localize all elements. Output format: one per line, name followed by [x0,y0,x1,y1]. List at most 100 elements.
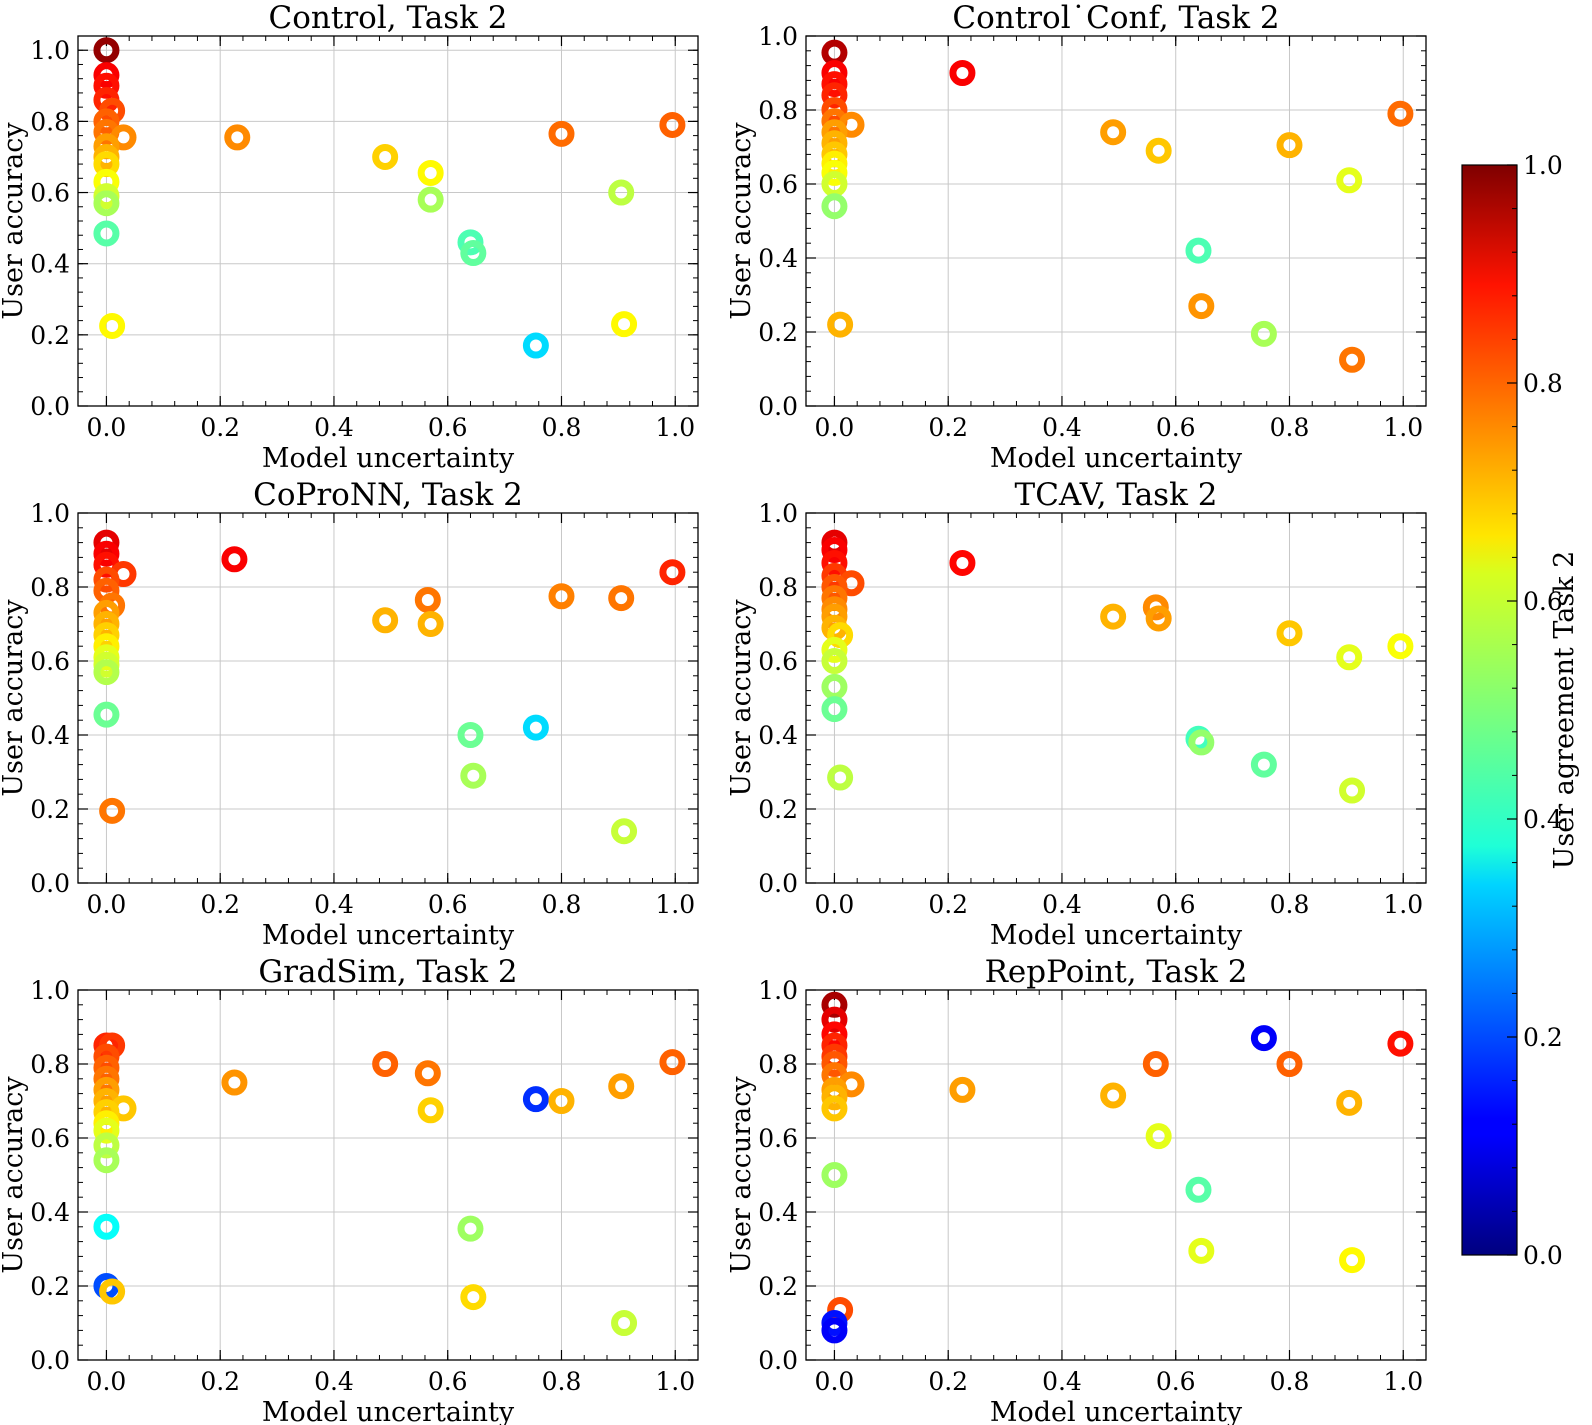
colorbar-tick-label: 0.2 [1523,1023,1563,1052]
y-tick-label: 0.6 [30,647,70,676]
data-point [608,585,635,612]
data-point [93,1132,120,1159]
x-tick-label: 0.4 [1042,1367,1082,1396]
colorbar-tick-label: 0.4 [1523,805,1563,834]
colorbar-tick-label: 0.8 [1523,369,1563,398]
data-point [821,1051,848,1077]
grid [78,989,698,1361]
y-tick-label: 0.2 [30,1272,70,1301]
data-point [821,648,848,674]
subplot-title: RepPoint, Task 2 [985,954,1248,990]
data-point [1100,603,1127,630]
data-point [93,701,120,728]
data-point [608,1073,635,1100]
data-point [949,60,976,86]
axes-frame [77,512,699,884]
data-point [821,82,848,109]
y-tick-label: 0.0 [30,869,70,898]
minor-ticks [78,512,698,884]
data-point [93,62,120,89]
x-tick-label: 0.4 [1042,413,1082,442]
y-tick-label: 1.0 [30,976,70,1005]
data-point [821,1084,848,1111]
subplot-title: GradSim, Task 2 [258,954,517,990]
data-point [93,220,120,247]
data-point [1188,729,1215,756]
grid [78,512,698,884]
x-axis-label: Model uncertainty [990,1397,1243,1425]
data-point [1250,320,1277,347]
data-point [93,108,120,135]
data-point [608,179,635,206]
y-axis-label: User accuracy [726,599,757,797]
y-tick-label: 0.0 [30,1346,70,1375]
data-point [1250,751,1277,778]
data-point [1336,167,1363,194]
x-tick-label: 0.6 [428,413,468,442]
scatter-points [93,1032,686,1336]
data-point [93,1147,120,1174]
minor-ticks [806,512,1426,884]
grid [806,512,1426,884]
y-tick-label: 0.4 [30,1198,70,1227]
subplot-3: 0.0 0.2 0.4 0.6 0.8 1.0 0.0 0.2 0.4 0.6 0.8 1.0 CoPr… [0,477,699,951]
data-point [1336,644,1363,671]
data-point [1336,1089,1363,1116]
data-point [372,1051,399,1077]
data-point [611,1310,638,1336]
data-point [417,611,444,637]
data-point [659,1049,686,1076]
y-tick-label: 0.6 [30,179,70,208]
data-point [414,586,441,613]
y-tick-label: 0.4 [758,244,798,273]
subplot-4: 0.0 0.2 0.4 0.6 0.8 1.0 0.0 0.2 0.4 0.6 0.8 1.0 TCAV… [726,477,1427,951]
colorbar-tick-label: 0.6 [1523,587,1563,616]
x-tick-label: 0.0 [87,1367,127,1396]
y-tick-label: 0.8 [758,1050,798,1079]
scatter-points [821,991,1414,1344]
y-tick-label: 1.0 [30,36,70,65]
x-tick-label: 0.2 [928,1367,968,1396]
subplot-1: 0.0 0.2 0.4 0.6 0.8 1.0 0.0 0.2 0.4 0.6 0.8 1.0 Cont… [0,0,699,474]
x-tick-label: 1.0 [1383,413,1423,442]
y-tick-label: 1.0 [758,22,798,51]
y-tick-label: 0.8 [30,573,70,602]
x-tick-label: 0.4 [314,413,354,442]
x-tick-label: 1.0 [655,1367,695,1396]
subplot-2: 0.0 0.2 0.4 0.6 0.8 1.0 0.0 0.2 0.4 0.6 0.8 1.0 Cont… [726,0,1427,474]
data-point [414,1060,441,1087]
y-tick-label: 0.4 [30,721,70,750]
data-point [457,1215,484,1242]
x-tick-label: 0.0 [815,890,855,919]
data-point [1188,293,1215,320]
data-point [1185,237,1212,264]
x-tick-label: 1.0 [1383,1367,1423,1396]
x-tick-label: 1.0 [655,413,695,442]
data-point [1145,137,1172,164]
x-tick-label: 0.6 [1156,1367,1196,1396]
y-tick-label: 0.6 [758,647,798,676]
data-point [93,1213,120,1240]
data-point [1145,605,1172,632]
x-tick-label: 0.8 [1270,1367,1310,1396]
data-point [93,659,120,686]
data-point [522,714,549,741]
data-point [1276,1051,1303,1077]
subplot-title: Control, Task 2 [269,0,508,36]
y-tick-label: 0.8 [758,573,798,602]
y-tick-label: 0.4 [758,1198,798,1227]
data-point [1387,100,1414,127]
data-point [659,111,686,138]
minor-ticks [806,36,1426,407]
colorbar-tick-label: 0.0 [1523,1241,1563,1270]
y-axis-label: User accuracy [0,599,29,797]
data-point [93,190,120,217]
data-point [1250,1025,1277,1052]
data-point [99,312,126,339]
grid [78,36,698,407]
x-tick-label: 0.6 [428,890,468,919]
x-axis-label: Model uncertainty [262,920,515,951]
x-tick-label: 1.0 [655,890,695,919]
data-point [611,818,638,845]
